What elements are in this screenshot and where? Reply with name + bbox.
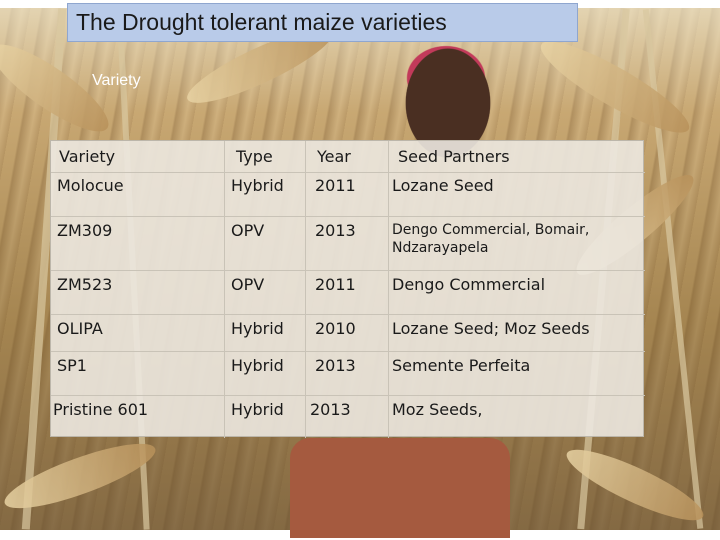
ghost-variety-label: Variety [92,72,141,89]
row-divider [51,351,645,352]
header-year: Year [317,147,351,166]
cell-year: 2013 [315,356,356,375]
cell-variety: ZM309 [57,221,113,240]
column-divider [224,141,225,438]
cell-year: 2013 [310,400,351,419]
cell-variety: OLIPA [57,319,103,338]
slide-title: The Drought tolerant maize varieties [76,9,447,35]
row-divider [51,172,645,173]
header-type: Type [236,147,273,166]
cell-type: Hybrid [231,319,284,338]
row-divider [51,314,645,315]
cell-type: Hybrid [231,356,284,375]
title-box: The Drought tolerant maize varieties [67,3,578,42]
cell-year: 2013 [315,221,356,240]
cell-year: 2010 [315,319,356,338]
column-divider [388,141,389,438]
cell-partners: Lozane Seed [392,176,494,195]
maize-leaf [0,431,162,521]
varieties-table: Variety Type Year Seed Partners Molocue … [50,140,645,438]
header-variety: Variety [59,147,116,166]
cell-type: Hybrid [231,400,284,419]
row-divider [51,270,645,271]
header-seed-partners: Seed Partners [398,147,510,166]
cell-partners: Lozane Seed; Moz Seeds [392,319,590,338]
cell-variety: Pristine 601 [53,400,149,419]
cell-partners: Dengo Commercial [392,275,546,294]
cell-partners: Semente Perfeita [392,356,531,375]
column-divider [305,141,306,438]
cell-type: OPV [231,275,265,294]
cell-variety: SP1 [57,356,87,375]
row-divider [51,395,645,396]
cell-year: 2011 [315,176,356,195]
cell-type: OPV [231,221,265,240]
cell-variety: ZM523 [57,275,113,294]
cell-year: 2011 [315,275,356,294]
person-shirt [290,438,510,538]
cell-variety: Molocue [57,176,124,195]
row-divider [51,216,645,217]
cell-partners: Dengo Commercial, Bomair, Ndzarayapela [392,222,590,256]
cell-type: Hybrid [231,176,284,195]
cell-partners: Moz Seeds, [392,400,483,419]
